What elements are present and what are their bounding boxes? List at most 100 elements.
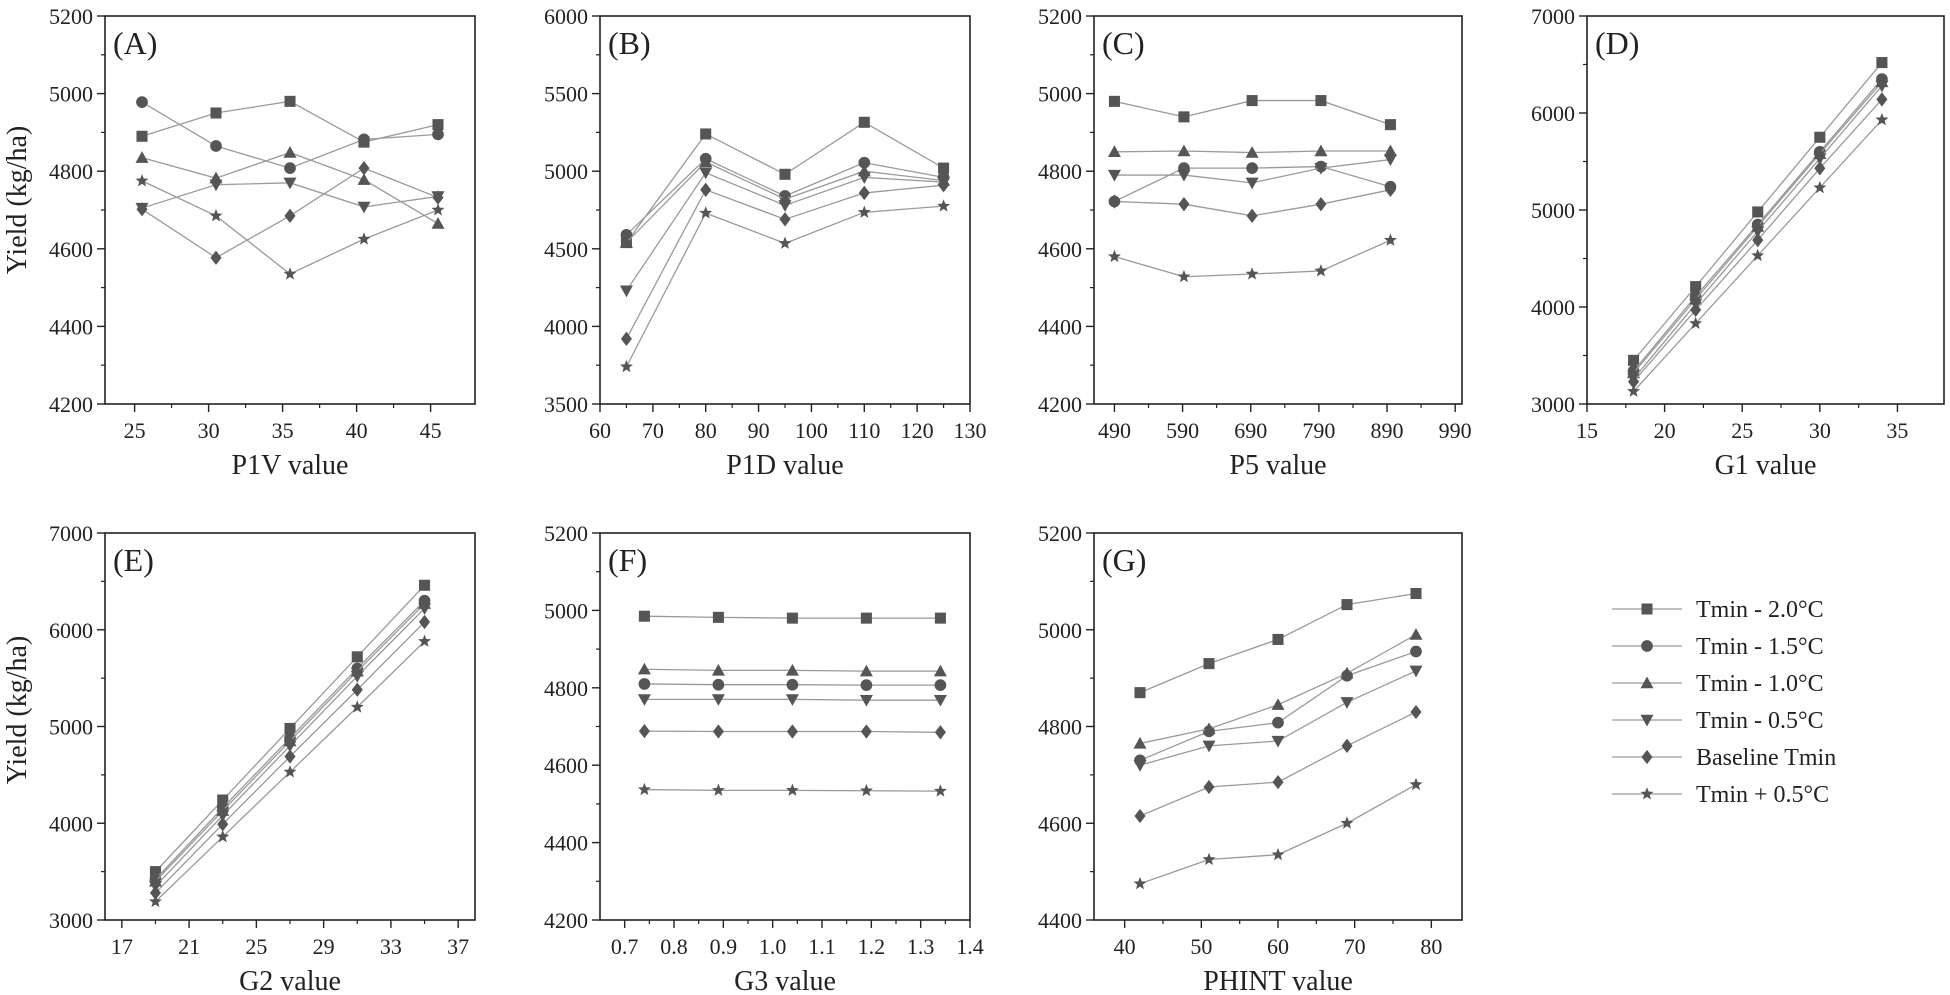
series-1 [149,579,431,878]
data-point [358,133,370,146]
data-point [217,794,229,806]
data-point [135,174,149,187]
y-tick-label: 5200 [1038,521,1082,546]
data-point [350,700,364,713]
data-point [1410,645,1422,658]
series-5 [1628,92,1888,389]
series-3 [1107,144,1397,158]
y-tick-label: 4200 [49,392,93,417]
data-point [1177,169,1191,182]
y-tick-label: 5500 [544,82,588,107]
data-point [638,678,651,690]
data-point [620,331,632,346]
series-4 [637,694,947,707]
data-point [1134,687,1146,699]
data-point [1341,599,1353,611]
data-point [1107,169,1121,182]
data-point [351,651,363,663]
x-tick-label: 0.8 [660,934,688,959]
y-tick-label: 5000 [1531,198,1575,223]
data-point [1107,145,1121,157]
panel-label: (F) [608,542,647,578]
panel-label: (D) [1595,25,1639,61]
data-point [357,201,371,214]
data-point [1690,281,1702,293]
y-tick-label: 4400 [1038,908,1082,933]
data-point [1383,233,1397,246]
data-point [284,162,296,174]
data-point [1315,197,1327,212]
data-point [284,722,296,734]
data-point [933,664,947,677]
x-tick-label: 490 [1098,418,1131,443]
data-point [210,250,222,265]
data-point [217,817,229,832]
data-point [351,682,363,697]
data-point [283,740,297,753]
data-point [1751,248,1765,262]
x-axis-label: G2 value [239,966,341,995]
y-axis-label-bottom: Yield (kg/ha) [2,636,33,785]
data-point [1271,735,1285,748]
data-point [779,168,791,180]
y-tick-label: 4800 [49,159,93,184]
data-point [1315,95,1327,107]
data-point [1272,774,1284,790]
series-5 [149,614,431,901]
chart-panel-f: 0.7 0.8 0.9 1.0 1.1 1.2 1.3 1.4 4200 4400 4600 4800… [544,521,984,995]
data-point [432,128,444,141]
data-point [1689,316,1703,330]
data-point [1203,779,1215,795]
data-point [283,177,297,190]
data-point [148,894,162,908]
x-tick-label: 29 [313,934,335,959]
data-point [1341,738,1353,753]
data-point [1628,374,1640,389]
data-point [419,614,431,630]
data-point [284,95,296,107]
x-tick-label: 30 [1809,418,1831,443]
data-point [135,151,149,163]
data-point [1245,177,1259,190]
data-point [637,782,651,796]
series-1 [1628,57,1888,366]
data-point [699,167,713,180]
data-point [711,694,725,706]
data-point [699,155,713,168]
x-tick-label: 1.1 [808,934,836,959]
series-1 [136,95,444,148]
series-line [141,100,439,143]
data-point [1876,57,1888,69]
data-point [1107,249,1121,263]
series-4 [619,167,951,298]
data-point [938,162,950,174]
data-point [283,146,297,158]
x-axis-label: P1V value [232,450,349,481]
x-tick-label: 130 [954,418,987,443]
data-point [1177,144,1191,157]
data-point [1246,95,1258,107]
x-tick-label: 40 [1114,934,1136,959]
legend-label: Baseline Tmin [1696,745,1836,771]
data-point [1202,722,1216,735]
data-point [1340,697,1354,709]
data-point [712,724,724,739]
data-point [934,679,947,691]
y-tick-label: 5200 [49,4,93,29]
series-6 [1627,112,1889,397]
y-tick-label: 4400 [49,314,93,339]
x-tick-label: 890 [1371,418,1404,443]
series-6 [619,199,951,373]
legend-marker [1640,714,1654,727]
y-tick-label: 4000 [1531,295,1575,320]
data-point [619,236,633,248]
legend: Tmin - 2.0°C Tmin - 1.5°C Tmin - 1.0°C Tmin… [1612,597,1836,808]
legend-label: Tmin - 2.0°C [1696,597,1824,623]
legend-entry: Tmin - 2.0°C [1612,597,1824,623]
data-point [1314,162,1328,175]
series-5 [1108,182,1396,223]
x-tick-label: 1.3 [907,934,935,959]
data-point [619,359,633,373]
data-point [1177,269,1191,283]
